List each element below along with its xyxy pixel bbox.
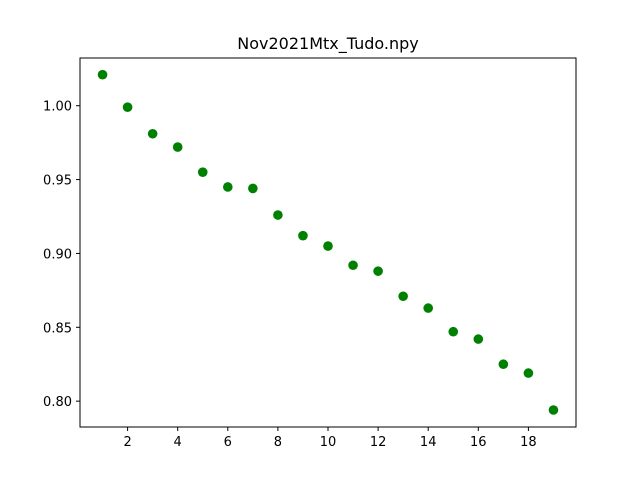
data-point — [498, 359, 509, 370]
y-tick-label: 0.90 — [43, 247, 72, 262]
data-point — [273, 210, 283, 220]
data-point — [348, 260, 358, 271]
chart-title: Nov2021Mtx_Tudo.npy — [237, 34, 419, 54]
data-points — [97, 69, 559, 415]
data-point — [548, 405, 559, 415]
y-tick-label: 0.85 — [43, 321, 72, 336]
data-point — [172, 142, 183, 152]
data-point — [473, 334, 484, 344]
x-axis-ticks: 2 4 6 8 10 12 14 16 18 — [123, 427, 537, 450]
x-tick-label: 10 — [320, 435, 337, 450]
x-tick-label: 4 — [174, 435, 182, 450]
x-tick-label: 2 — [123, 435, 131, 450]
data-point — [523, 368, 534, 378]
data-point — [222, 182, 233, 192]
plot-frame — [79, 57, 577, 428]
data-point — [323, 241, 333, 251]
y-tick-label: 0.95 — [43, 174, 72, 189]
x-tick-label: 12 — [370, 435, 387, 450]
data-point — [373, 266, 383, 276]
y-tick-label: 0.80 — [43, 395, 72, 410]
data-point — [248, 183, 258, 194]
x-tick-label: 8 — [274, 435, 282, 450]
x-tick-label: 6 — [224, 435, 232, 450]
y-tick-label: 1.00 — [43, 100, 72, 115]
data-point — [423, 303, 434, 313]
data-point — [197, 167, 208, 177]
data-point — [147, 128, 158, 139]
data-point — [298, 230, 308, 241]
data-point — [398, 291, 408, 302]
x-tick-label: 18 — [520, 435, 537, 450]
x-tick-label: 16 — [470, 435, 487, 450]
data-point — [97, 69, 108, 80]
data-point — [122, 102, 133, 112]
data-point — [448, 326, 459, 337]
x-tick-label: 14 — [420, 435, 437, 450]
y-axis-ticks: 0.80 0.85 0.90 0.95 1.00 — [43, 100, 80, 410]
